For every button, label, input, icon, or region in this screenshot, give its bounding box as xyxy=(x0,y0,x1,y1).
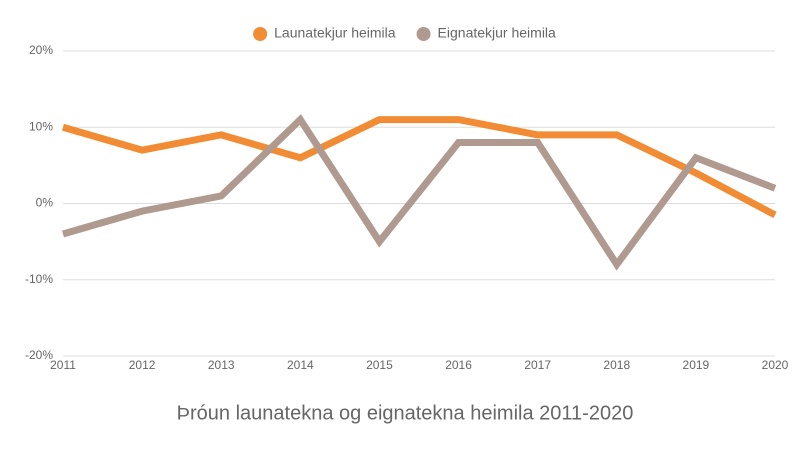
legend-marker xyxy=(416,27,431,41)
x-tick-label: 2018 xyxy=(603,358,630,372)
y-tick-label: 20% xyxy=(29,43,53,57)
x-tick-label: 2019 xyxy=(683,358,710,372)
chart-title: Þróun launatekna og eignatekna heimila 2… xyxy=(177,402,634,424)
y-tick-label: -10% xyxy=(25,272,53,286)
y-tick-label: 0% xyxy=(36,196,54,210)
x-tick-label: 2013 xyxy=(208,358,235,372)
series-line xyxy=(62,116,777,219)
x-tick-label: 2012 xyxy=(129,358,156,372)
x-tick-label: 2016 xyxy=(445,358,472,372)
x-tick-label: 2011 xyxy=(50,358,76,372)
legend-marker xyxy=(253,27,268,41)
x-tick-label: 2020 xyxy=(762,358,789,372)
series-line xyxy=(62,114,777,271)
y-tick-label: -20% xyxy=(25,348,53,362)
x-tick-label: 2017 xyxy=(524,358,551,372)
legend-label: Launatekjur heimila xyxy=(274,25,396,41)
legend-label: Eignatekjur heimila xyxy=(438,25,556,41)
x-tick-label: 2015 xyxy=(366,358,393,372)
y-tick-label: 10% xyxy=(29,119,53,133)
x-tick-label: 2014 xyxy=(287,358,314,372)
